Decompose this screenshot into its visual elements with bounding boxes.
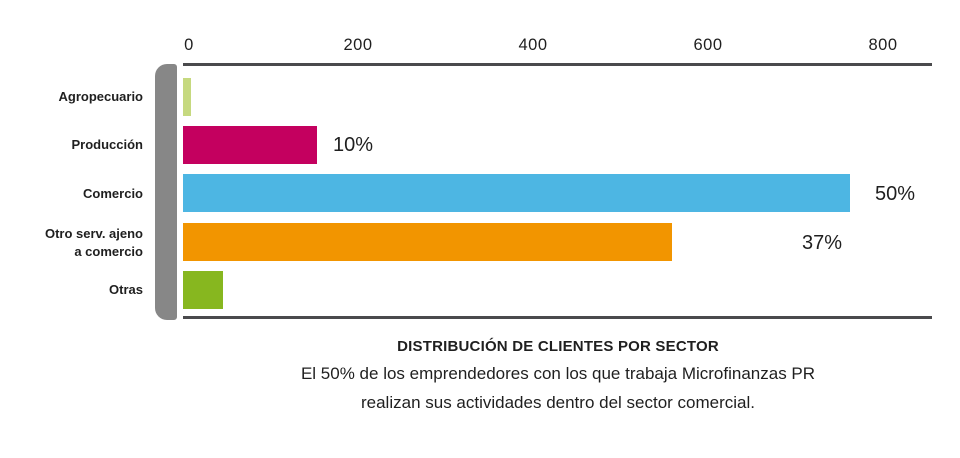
bar-agropecuario [183,78,191,116]
category-label-produccion: Producción [71,137,143,152]
category-label-otras: Otras [109,281,143,297]
chart-subtitle-line-2: realizan sus actividades dentro del sect… [360,393,756,412]
x-axis-line-top [183,63,932,66]
chart-title: DISTRIBUCIÓN DE CLIENTES POR SECTOR [397,338,719,355]
bar-produccion [183,126,317,164]
bar-value-label-produccion: 10% [333,134,374,156]
category-label-otro-serv-ajeno-a-comercio: Otro serv. ajeno a comercio [44,225,143,259]
x-tick-label-0: 0 [184,36,194,54]
x-tick-label-600: 600 [693,36,723,54]
x-tick-label-200: 200 [343,36,373,54]
x-tick-label-800: 800 [868,36,898,54]
bar-otro-serv-ajeno-a-comercio [183,223,673,261]
x-tick-label-400: 400 [518,36,548,54]
bar-otras [183,271,224,309]
bar-value-label-otro-serv-ajeno-a-comercio: 37% [802,231,843,254]
bar-value-label-comercio: 50% [875,182,916,205]
bar-comercio [183,174,850,212]
y-axis-pillar [155,64,177,320]
category-label-comercio: Comercio [83,185,143,201]
chart-subtitle-line-1: El 50% de los emprendedores con los que … [300,364,816,383]
x-axis-line-bottom [183,316,932,319]
category-label-agropecuario: Agropecuario [58,88,143,104]
